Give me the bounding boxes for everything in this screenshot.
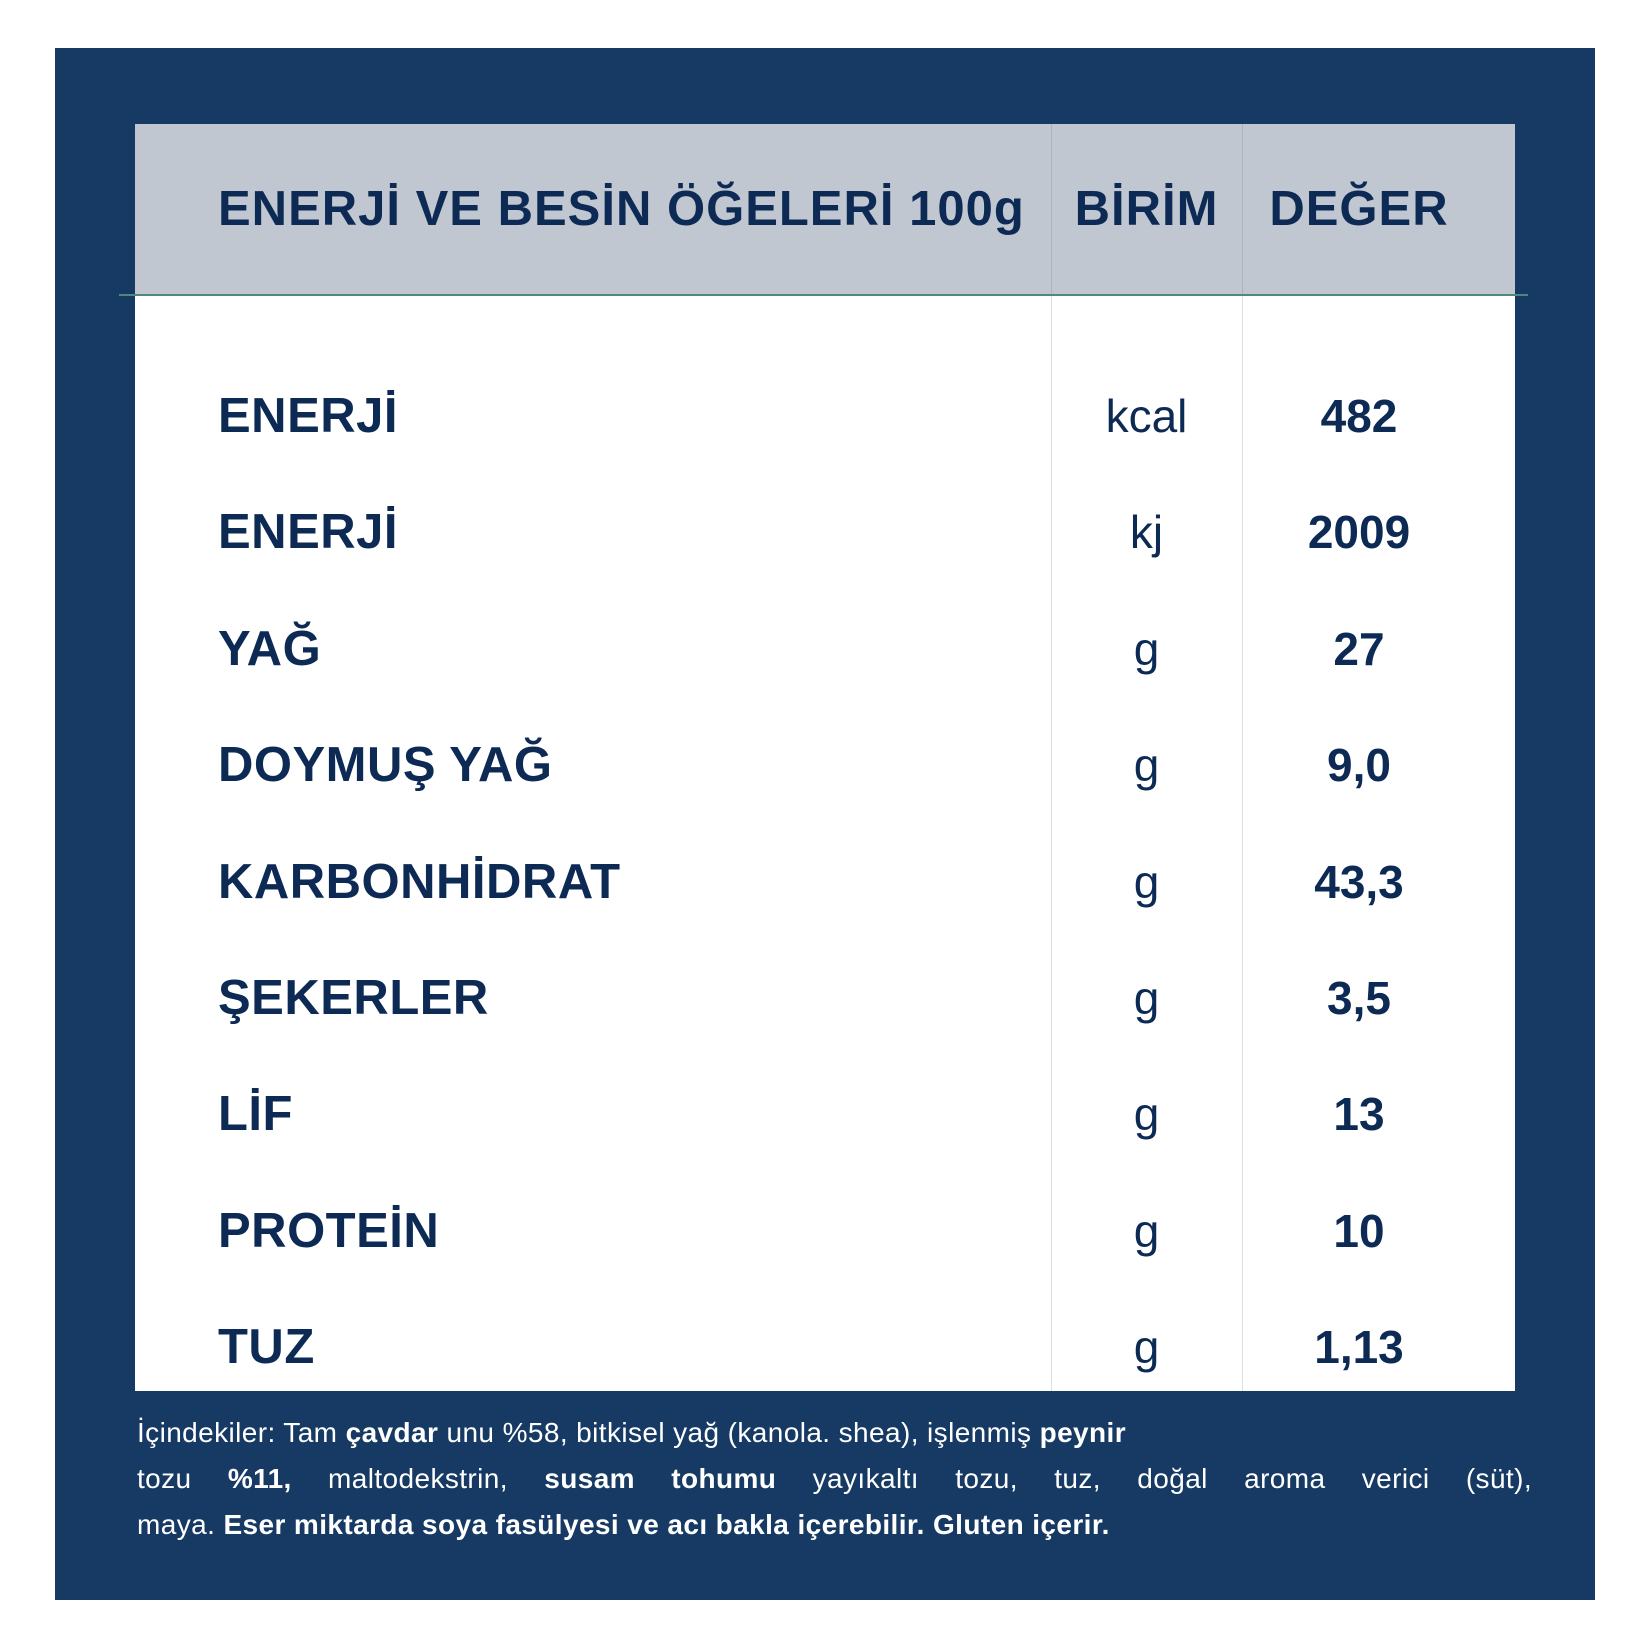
unit-cell: g	[1133, 972, 1160, 1024]
ingredients-text: İçindekiler: Tam çavdar unu %58, bitkise…	[137, 1410, 1532, 1548]
value-cell: 9,0	[1327, 739, 1391, 791]
ingredient-text: maya.	[137, 1509, 224, 1540]
value-cell: 43,3	[1314, 856, 1404, 908]
header-nutrient: ENERJİ VE BESİN ÖĞELERİ 100g	[218, 182, 1025, 236]
ingredient-emphasis: çavdar	[345, 1417, 439, 1448]
unit-cell: g	[1133, 856, 1160, 908]
ingredient-emphasis: %11,	[227, 1463, 292, 1494]
table-header	[135, 124, 1515, 294]
nutrition-panel: ENERJİ VE BESİN ÖĞELERİ 100g BİRİM DEĞER…	[55, 48, 1595, 1600]
ingredients-line: İçindekiler: Tam çavdar unu %58, bitkise…	[137, 1410, 1532, 1456]
value-cell: 1,13	[1314, 1321, 1404, 1373]
value-cell: 482	[1320, 390, 1398, 442]
unit-cell: g	[1133, 739, 1160, 791]
unit-cell: g	[1133, 1205, 1160, 1257]
unit-cell: g	[1133, 623, 1160, 675]
header-value: DEĞER	[1269, 182, 1449, 236]
nutrient-name: ENERJİ	[218, 505, 399, 559]
value-cell: 13	[1333, 1088, 1385, 1140]
ingredient-text: yayıkaltı tozu, tuz, doğal aroma verici …	[776, 1463, 1533, 1494]
nutrition-table: ENERJİ VE BESİN ÖĞELERİ 100g BİRİM DEĞER…	[135, 124, 1515, 1391]
value-cell: 27	[1333, 623, 1385, 675]
nutrient-name: KARBONHİDRAT	[218, 855, 621, 909]
unit-cell: kj	[1129, 506, 1164, 558]
unit-cell: g	[1133, 1321, 1160, 1373]
nutrient-name: TUZ	[218, 1320, 315, 1374]
column-divider-header	[1051, 124, 1052, 294]
ingredients-line: maya. Eser miktarda soya fasülyesi ve ac…	[137, 1502, 1532, 1548]
column-divider-header	[1242, 124, 1243, 294]
header-unit: BİRİM	[1074, 182, 1219, 236]
nutrient-name: ŞEKERLER	[218, 971, 489, 1025]
ingredient-text: maltodekstrin,	[291, 1463, 545, 1494]
column-divider	[1242, 124, 1243, 1391]
nutrient-name: ENERJİ	[218, 389, 399, 443]
value-cell: 2009	[1307, 506, 1411, 558]
nutrient-name: PROTEİN	[218, 1204, 440, 1258]
ingredient-text: tozu	[137, 1463, 228, 1494]
nutrient-name: YAĞ	[218, 622, 322, 676]
column-divider	[1051, 124, 1052, 1391]
ingredient-emphasis: Eser miktarda soya fasülyesi ve acı bakl…	[223, 1509, 1110, 1540]
value-cell: 10	[1333, 1205, 1385, 1257]
nutrient-name: DOYMUŞ YAĞ	[218, 738, 553, 792]
nutrient-name: LİF	[218, 1087, 293, 1141]
ingredient-emphasis: susam tohumu	[544, 1463, 777, 1494]
ingredients-line: tozu %11, maltodekstrin, susam tohumu ya…	[137, 1456, 1532, 1502]
ingredient-emphasis: peynir	[1039, 1417, 1127, 1448]
unit-cell: g	[1133, 1088, 1160, 1140]
value-cell: 3,5	[1327, 972, 1391, 1024]
header-divider-line	[119, 294, 1528, 296]
ingredient-text: unu %58, bitkisel yağ (kanola. shea), iş…	[438, 1417, 1040, 1448]
ingredient-text: İçindekiler: Tam	[137, 1417, 346, 1448]
unit-cell: kcal	[1105, 390, 1188, 442]
